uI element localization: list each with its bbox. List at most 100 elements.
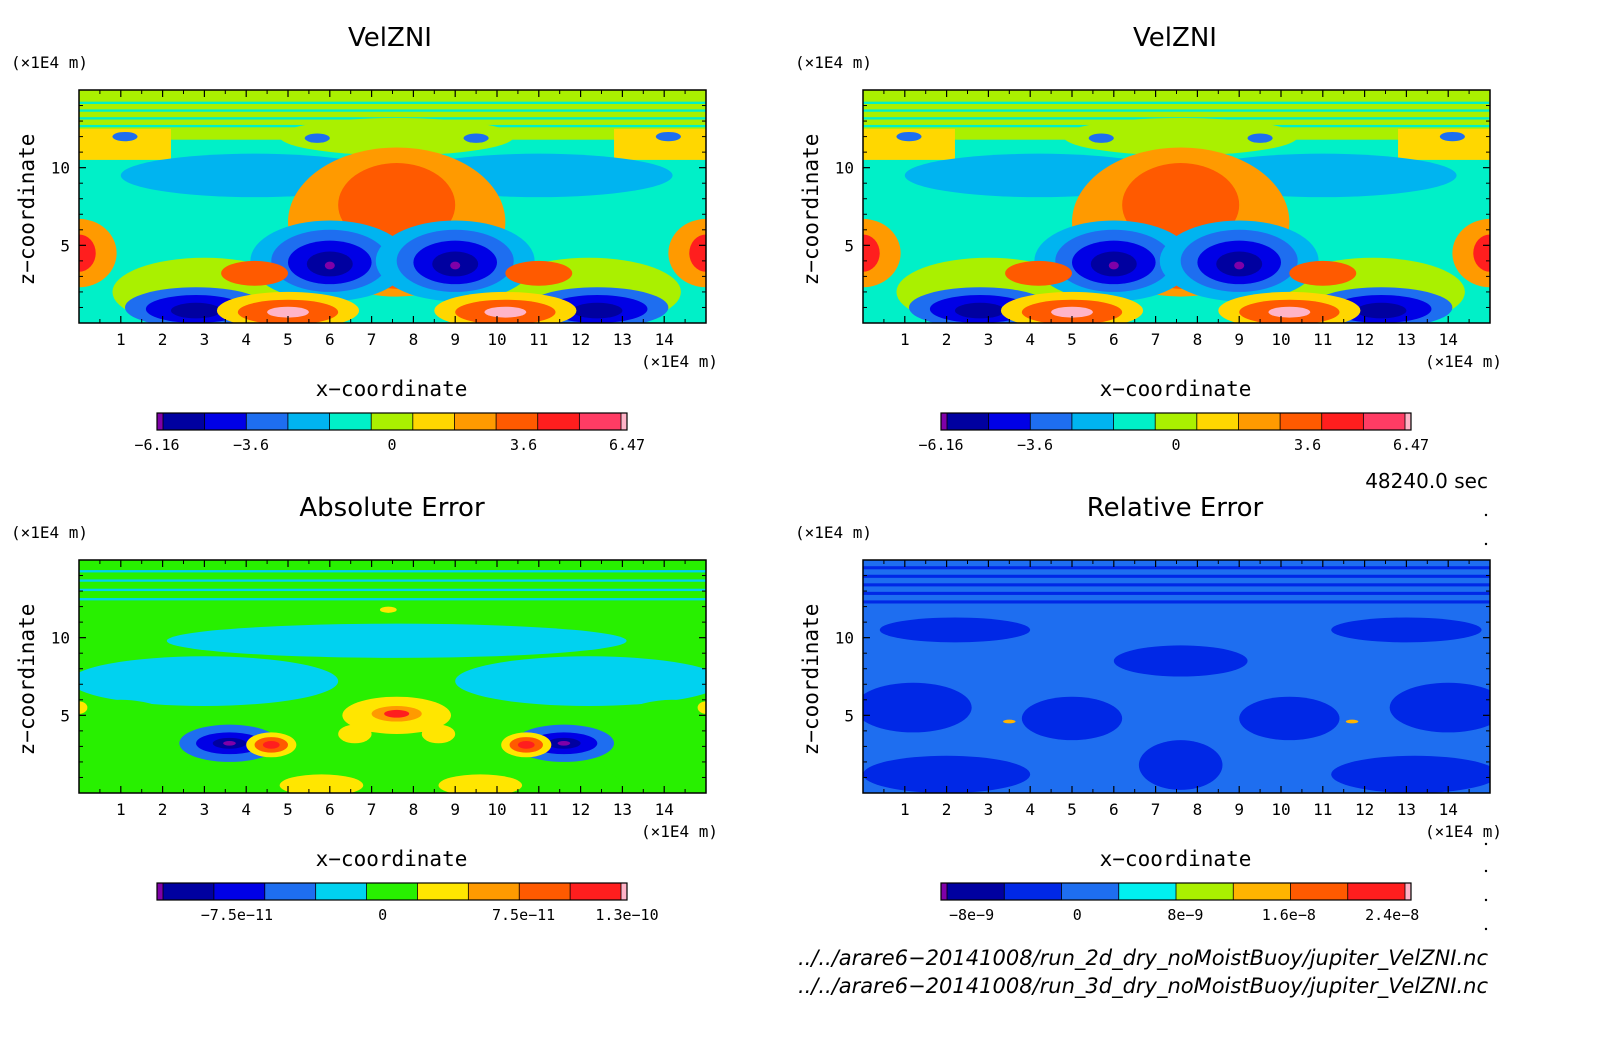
x-tick-label: 1 [116, 800, 126, 819]
x-tick-label: 5 [283, 330, 293, 349]
colorbar-label: 0 [387, 436, 396, 454]
bottom-cool-core [1356, 302, 1407, 319]
x-tick-label: 4 [241, 330, 251, 349]
colorbar-swatch [1405, 413, 1412, 430]
x-tick-label: 9 [450, 800, 460, 819]
upper-stripe [79, 598, 706, 601]
colorbar-swatch [1176, 883, 1234, 900]
colorbar-swatch [1061, 883, 1120, 900]
upper-stripe [863, 574, 1490, 578]
x-tick-label: 7 [367, 330, 377, 349]
colorbar-swatch [412, 413, 455, 430]
panel-field [79, 560, 706, 793]
upper-stripe [863, 591, 1490, 595]
error-cool-center [557, 740, 571, 746]
colorbar-swatch [1196, 413, 1239, 430]
colorbar-swatch [1155, 413, 1198, 430]
colorbar-swatch [417, 883, 469, 900]
upper-green-lobe [279, 117, 514, 156]
upper-stripe [863, 583, 1490, 587]
side-red-blob [1005, 260, 1072, 286]
x-tick-label: 10 [1271, 800, 1290, 819]
colorbar-swatch [496, 413, 539, 430]
x-tick-label: 13 [613, 330, 632, 349]
colorbar-swatch [1363, 413, 1406, 430]
y-tick-label: 5 [844, 706, 854, 725]
panel-4-title: Relative Error [1087, 493, 1264, 523]
x-tick-label: 1 [900, 800, 910, 819]
top-small-cool [112, 131, 138, 142]
colorbar-swatch [537, 413, 580, 430]
colorbar-swatch [1113, 413, 1156, 430]
top-small-cool [896, 131, 922, 142]
file-path-1: ../../arare6−20141008/run_2d_dry_noMoist… [798, 946, 1488, 971]
dark-patch [879, 617, 1031, 643]
x-tick-label: 9 [450, 330, 460, 349]
top-small-cool [655, 131, 681, 142]
colorbar-swatch [988, 413, 1031, 430]
colorbar-swatch [371, 413, 414, 430]
top-small-cool [1247, 133, 1273, 143]
bottom-warm-core [1268, 306, 1311, 318]
upper-stripe [79, 109, 706, 112]
yellow-dot [421, 724, 456, 744]
x-tick-label: 4 [241, 800, 251, 819]
x-tick-label: 9 [1234, 800, 1244, 819]
dark-patch [1138, 740, 1223, 790]
x-tick-label: 3 [200, 330, 210, 349]
colorbar-label: 6.47 [609, 436, 645, 454]
colorbar-label: −6.16 [134, 436, 179, 454]
x-tick-label: 14 [655, 330, 674, 349]
x-tick-label: 2 [942, 330, 952, 349]
colorbar-label: −6.16 [918, 436, 963, 454]
colorbar-swatch [454, 413, 497, 430]
panel-field [863, 90, 1490, 323]
top-yellow-dot [379, 606, 397, 613]
file-path-2: ../../arare6−20141008/run_3d_dry_noMoist… [798, 974, 1488, 999]
x-tick-label: 8 [409, 800, 419, 819]
error-cool-center [223, 740, 236, 746]
x-tick-label: 11 [529, 330, 548, 349]
y-tick-label: 10 [835, 629, 854, 648]
panel-1-title: VelZNI [348, 23, 432, 53]
x-tick-label: 11 [529, 800, 548, 819]
colorbar-label: 6.47 [1393, 436, 1429, 454]
colorbar-swatch [941, 413, 948, 430]
colorbar-label: 1.6e−8 [1262, 906, 1316, 924]
colorbar-swatch [246, 413, 289, 430]
side-red-blob [505, 260, 573, 286]
y-unit-label: (×1E4 m) [795, 523, 872, 542]
colorbar-swatch [468, 883, 520, 900]
x-tick-label: 10 [487, 800, 506, 819]
x-unit-label: (×1E4 m) [641, 822, 718, 841]
dark-patch [1239, 696, 1340, 741]
central-red [384, 709, 410, 718]
yellow-dot [338, 724, 372, 744]
colorbar-swatch [204, 413, 247, 430]
upper-stripe [79, 579, 706, 582]
colorbar-swatch [947, 413, 990, 430]
cool-lobe-left [79, 656, 339, 707]
colorbar-frame [156, 412, 628, 431]
vortex-center [1108, 261, 1119, 270]
x-tick-label: 5 [283, 800, 293, 819]
colorbar-label: 3.6 [1294, 436, 1321, 454]
x-tick-label: 10 [1271, 330, 1290, 349]
edge-warm-blob-left [79, 218, 117, 288]
x-tick-label: 6 [325, 800, 335, 819]
top-small-cool [463, 133, 489, 143]
colorbar-swatch [570, 883, 622, 900]
x-tick-label: 3 [984, 330, 994, 349]
dark-patch [1021, 696, 1123, 741]
x-tick-label: 1 [116, 330, 126, 349]
colorbar-label: 3.6 [510, 436, 537, 454]
x-tick-label: 14 [1439, 330, 1458, 349]
colorbar-swatch [1347, 883, 1406, 900]
colorbar-swatch [1030, 413, 1073, 430]
dark-patch [1331, 617, 1482, 643]
x-tick-label: 2 [942, 800, 952, 819]
dark-patch [1389, 682, 1490, 733]
